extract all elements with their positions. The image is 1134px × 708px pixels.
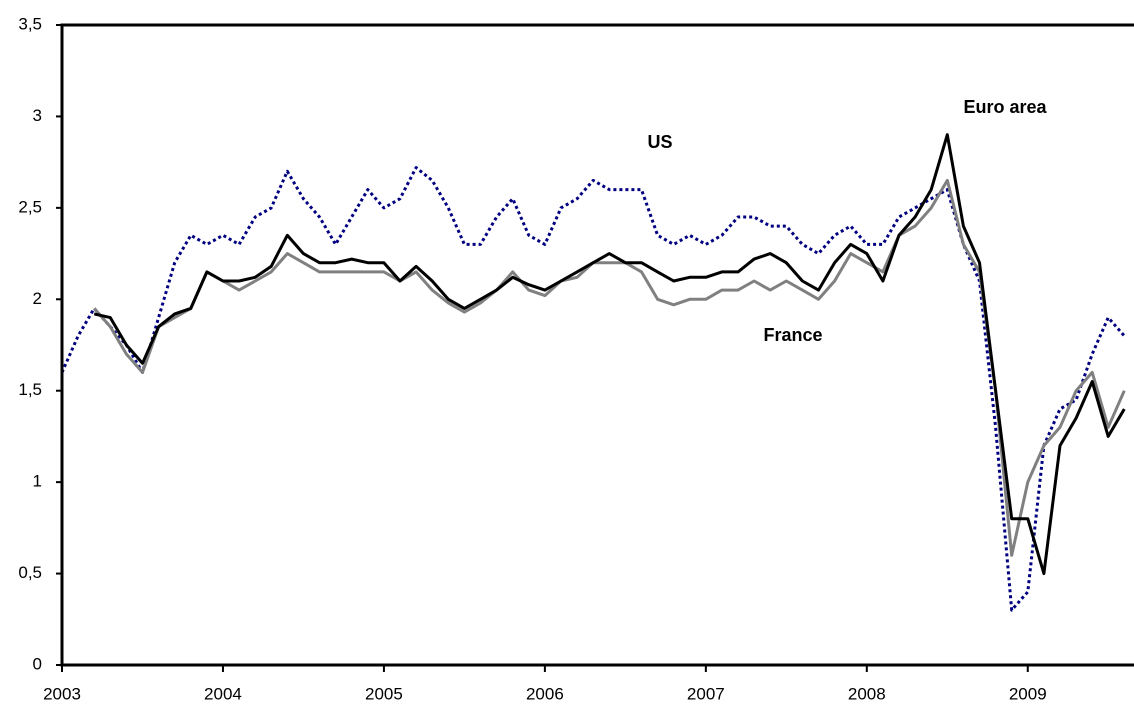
y-tick-label: 1 — [33, 472, 42, 491]
y-tick-label: 0,5 — [18, 563, 42, 582]
x-tick-label: 2006 — [526, 684, 564, 703]
series-label: US — [647, 132, 672, 152]
plot-frame — [60, 23, 1134, 667]
x-tick-label: 2008 — [848, 684, 886, 703]
series-line — [60, 166, 1126, 612]
y-tick-label: 3,5 — [18, 14, 42, 33]
y-tick-label: 2 — [33, 289, 42, 308]
y-tick-label: 0 — [33, 654, 42, 673]
x-tick-label: 2005 — [365, 684, 403, 703]
series-label: France — [763, 325, 822, 345]
x-tick-label: 2007 — [687, 684, 725, 703]
y-tick-label: 2,5 — [18, 197, 42, 216]
y-tick-label: 3 — [33, 106, 42, 125]
y-tick-label: 1,5 — [18, 380, 42, 399]
x-tick-label: 2004 — [204, 684, 242, 703]
series-line — [93, 178, 1126, 557]
x-tick-label: 2009 — [1009, 684, 1047, 703]
series-line — [93, 133, 1126, 576]
x-tick-label: 2003 — [43, 684, 81, 703]
series-label: Euro area — [963, 97, 1047, 117]
